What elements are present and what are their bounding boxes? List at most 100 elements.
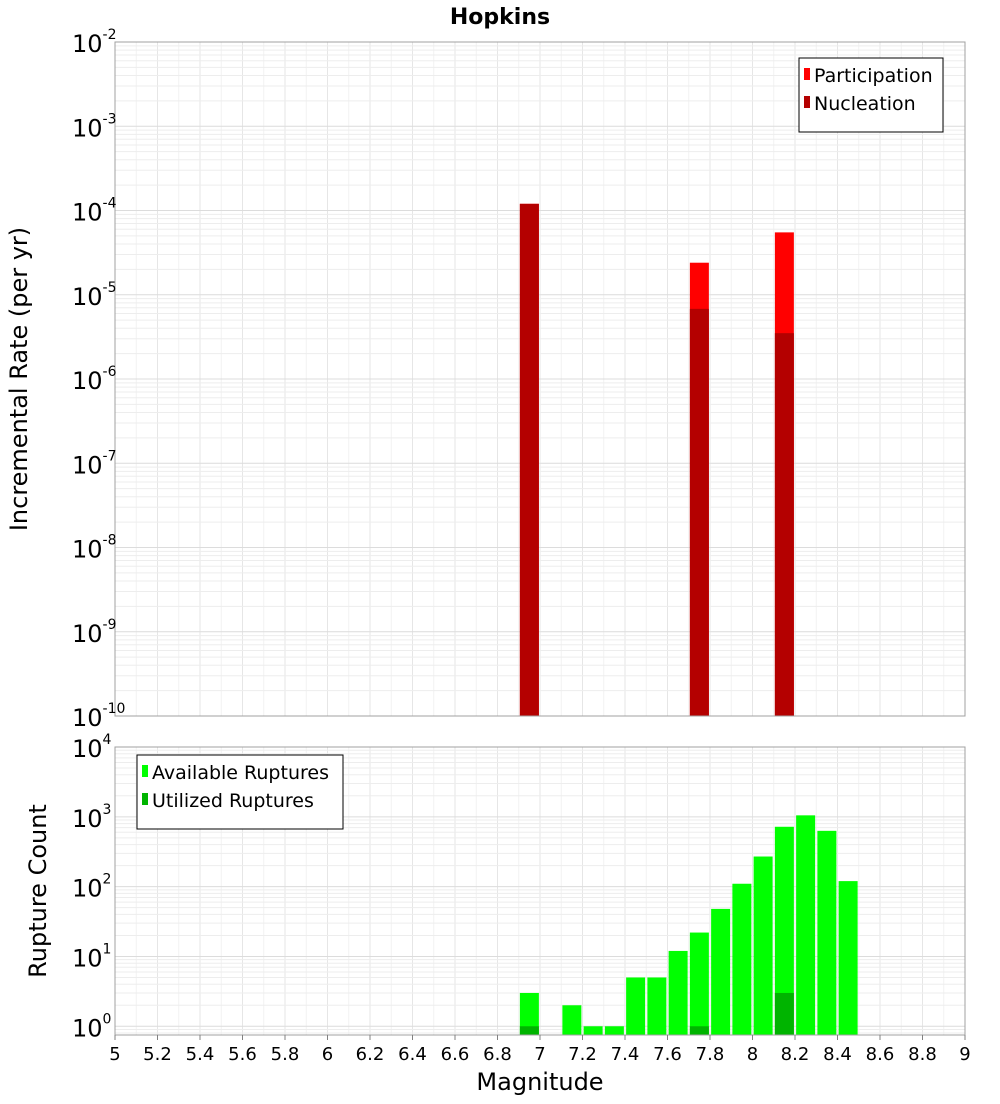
rate-ytick-base: 10 (72, 704, 103, 732)
count-bar-available (732, 883, 752, 1035)
count-xtick-label: 7.6 (653, 1044, 682, 1065)
count-xtick-label: 8.8 (908, 1044, 937, 1065)
count-ytick-label: 101 (72, 941, 111, 972)
count-bar-available (817, 830, 837, 1035)
count-ytick-label: 104 (72, 732, 112, 763)
count-bar-available (604, 1026, 624, 1035)
count-bar-available (626, 977, 646, 1035)
rate-bar-nucleation (519, 203, 539, 716)
count-xtick-label: 5.2 (143, 1044, 172, 1065)
count-xtick-label: 5 (109, 1044, 120, 1065)
rate-legend-swatch (804, 68, 810, 80)
count-bar-available (583, 1026, 603, 1035)
count-bar-available (647, 977, 667, 1035)
count-ytick-label: 102 (72, 872, 111, 903)
count-legend (136, 754, 344, 830)
rate-ytick-base: 10 (72, 30, 103, 58)
count-ytick-base: 10 (72, 805, 103, 833)
rate-ytick-base: 10 (72, 536, 103, 564)
count-xtick-label: 8.4 (823, 1044, 852, 1065)
count-ytick-label: 103 (72, 802, 111, 833)
count-bar-available (796, 815, 816, 1035)
count-xtick-label: 7 (534, 1044, 545, 1065)
rate-legend-label: Participation (814, 65, 933, 87)
rate-ytick-exponent: -8 (103, 533, 117, 549)
count-ytick-base: 10 (72, 944, 103, 972)
rate-plot-border (114, 41, 966, 717)
rate-legend-label: Nucleation (814, 93, 916, 115)
count-ytick-label: 100 (72, 1011, 111, 1042)
rate-bar-nucleation (689, 308, 709, 716)
rate-ytick-exponent: -9 (103, 617, 117, 633)
chart-title: Hopkins (450, 5, 550, 30)
rate-ytick-base: 10 (72, 114, 103, 142)
count-legend-label: Available Ruptures (152, 762, 329, 784)
rate-ytick-base: 10 (72, 199, 103, 227)
count-ytick-exponent: 2 (103, 872, 112, 888)
count-xtick-label: 5.4 (186, 1044, 215, 1065)
count-xtick-label: 6.6 (441, 1044, 470, 1065)
rate-ytick-label: 10-6 (72, 364, 117, 395)
count-x-axis-label: Magnitude (476, 1068, 603, 1096)
rate-ytick-label: 10-2 (72, 27, 117, 58)
count-ytick-base: 10 (72, 875, 103, 903)
count-ytick-exponent: 1 (103, 941, 112, 957)
rate-ytick-exponent: -3 (103, 111, 117, 127)
count-bar-utilized (519, 1026, 539, 1035)
count-xtick-label: 6.8 (483, 1044, 512, 1065)
count-bar-available (689, 932, 709, 1035)
count-bar-available (753, 856, 773, 1035)
rate-ytick-exponent: -7 (103, 448, 117, 464)
rate-ytick-exponent: -10 (103, 701, 126, 717)
rate-ytick-label: 10-9 (72, 617, 117, 648)
count-bar-available (711, 908, 731, 1035)
rate-ytick-label: 10-4 (72, 196, 117, 227)
count-bar-utilized (774, 992, 794, 1035)
count-ytick-exponent: 4 (103, 732, 112, 748)
count-y-axis-label: Rupture Count (24, 804, 52, 978)
count-xtick-label: 5.6 (228, 1044, 257, 1065)
rate-ytick-exponent: -4 (103, 196, 117, 212)
count-xtick-label: 8.6 (866, 1044, 895, 1065)
count-ytick-exponent: 0 (103, 1011, 112, 1027)
count-legend-label: Utilized Ruptures (152, 790, 314, 812)
count-xtick-label: 8 (747, 1044, 758, 1065)
count-xtick-label: 5.8 (271, 1044, 300, 1065)
count-ytick-base: 10 (72, 735, 103, 763)
count-xtick-label: 6 (322, 1044, 333, 1065)
count-bar-available (774, 826, 794, 1035)
rate-ytick-label: 10-10 (72, 701, 125, 732)
count-xtick-label: 6.2 (356, 1044, 385, 1065)
rate-plot: 10-1010-910-810-710-610-510-410-310-2Par… (5, 27, 966, 732)
count-bar-available (562, 1005, 582, 1035)
count-xtick-label: 8.2 (781, 1044, 810, 1065)
count-xtick-label: 7.2 (568, 1044, 597, 1065)
count-bar-available (838, 881, 858, 1035)
count-legend-swatch (142, 793, 148, 805)
count-xtick-label: 7.4 (611, 1044, 640, 1065)
rate-ytick-label: 10-7 (72, 448, 117, 479)
rate-ytick-label: 10-5 (72, 280, 117, 311)
rate-ytick-label: 10-3 (72, 111, 117, 142)
rate-y-axis-label: Incremental Rate (per yr) (5, 227, 33, 531)
count-bar-available (519, 992, 539, 1035)
rate-ytick-exponent: -5 (103, 280, 117, 296)
rate-legend (798, 57, 944, 133)
rate-ytick-base: 10 (72, 451, 103, 479)
count-xtick-label: 6.4 (398, 1044, 427, 1065)
count-xtick-label: 7.8 (696, 1044, 725, 1065)
count-ytick-exponent: 3 (103, 802, 112, 818)
count-bar-utilized (689, 1026, 709, 1035)
rate-ytick-base: 10 (72, 283, 103, 311)
count-xtick-label: 9 (959, 1044, 970, 1065)
rate-ytick-exponent: -6 (103, 364, 117, 380)
rate-ytick-label: 10-8 (72, 533, 117, 564)
count-legend-swatch (142, 765, 148, 777)
rate-ytick-base: 10 (72, 620, 103, 648)
rate-legend-swatch (804, 96, 810, 108)
rate-ytick-exponent: -2 (103, 27, 117, 43)
count-ytick-base: 10 (72, 1014, 103, 1042)
